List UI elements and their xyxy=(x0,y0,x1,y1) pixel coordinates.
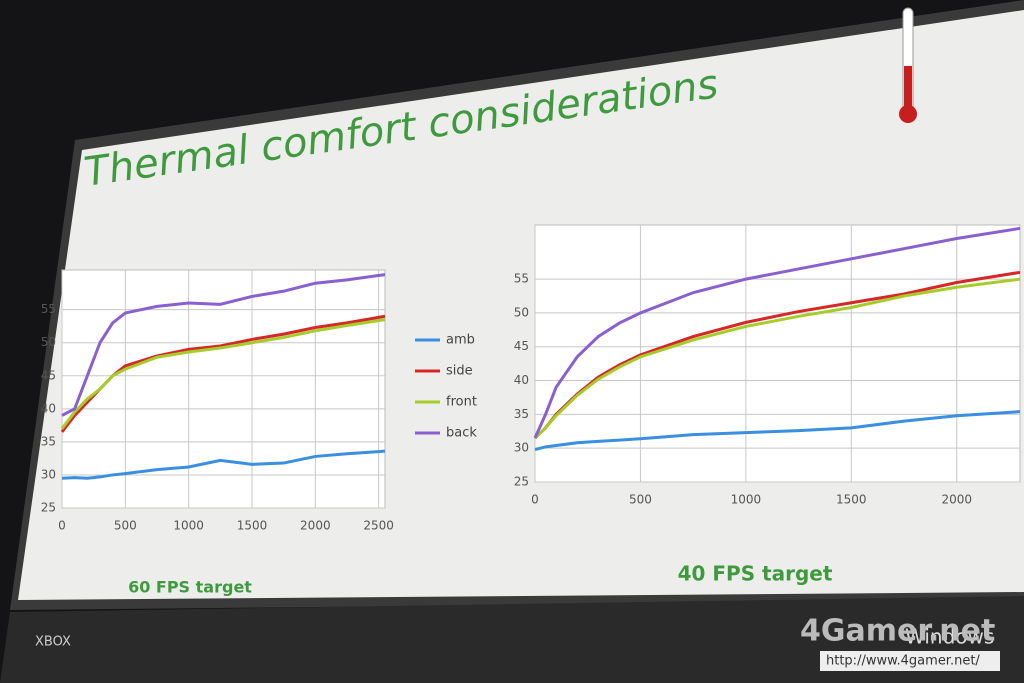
y-tick-label: 55 xyxy=(41,302,56,316)
x-tick-label: 0 xyxy=(58,519,66,533)
y-tick-label: 40 xyxy=(514,373,529,387)
plot-area xyxy=(534,224,1021,483)
x-tick-label: 1500 xyxy=(237,519,268,533)
screen-bezel xyxy=(0,596,1024,683)
x-tick-label: 1500 xyxy=(836,493,867,507)
legend-label: back xyxy=(446,426,477,441)
y-tick-label: 35 xyxy=(514,407,529,421)
x-tick-label: 500 xyxy=(114,519,137,533)
x-tick-label: 2000 xyxy=(300,519,331,533)
legend-label: front xyxy=(446,395,477,410)
series-line xyxy=(533,226,1021,439)
series-line xyxy=(60,318,386,430)
y-tick-label: 45 xyxy=(514,339,529,353)
y-tick-label: 55 xyxy=(514,272,529,286)
series-line xyxy=(61,273,386,417)
footer-left: XBOX xyxy=(35,635,71,650)
plot-area xyxy=(61,269,386,509)
series-line xyxy=(61,449,386,480)
chart-caption: 40 FPS target xyxy=(678,562,833,586)
x-tick-label: 0 xyxy=(531,493,539,507)
x-tick-label: 2000 xyxy=(941,493,972,507)
legend-label: amb xyxy=(446,333,475,348)
y-tick-label: 30 xyxy=(41,467,56,481)
y-tick-label: 25 xyxy=(41,501,56,515)
thermometer-bulb xyxy=(899,105,917,123)
y-tick-label: 50 xyxy=(514,305,529,319)
legend-label: side xyxy=(446,364,473,379)
footer-right: Windows xyxy=(905,625,994,649)
y-tick-label: 25 xyxy=(514,475,529,489)
x-tick-label: 1000 xyxy=(173,519,204,533)
y-tick-label: 35 xyxy=(41,434,56,448)
y-tick-label: 45 xyxy=(41,368,56,382)
watermark: 4Gamer.net xyxy=(800,614,995,649)
y-tick-label: 50 xyxy=(41,335,56,349)
x-tick-label: 500 xyxy=(629,493,652,507)
series-line xyxy=(533,277,1021,440)
x-tick-label: 1000 xyxy=(731,493,762,507)
chart-caption: 60 FPS target xyxy=(128,578,252,597)
thermometer-fill xyxy=(904,66,912,114)
url: http://www.4gamer.net/ xyxy=(826,654,980,669)
url-box xyxy=(820,651,1000,671)
y-tick-label: 30 xyxy=(514,441,529,455)
y-tick-label: 40 xyxy=(41,401,56,415)
series-line xyxy=(534,410,1021,451)
series-line xyxy=(60,314,386,433)
x-tick-label: 2500 xyxy=(363,519,394,533)
